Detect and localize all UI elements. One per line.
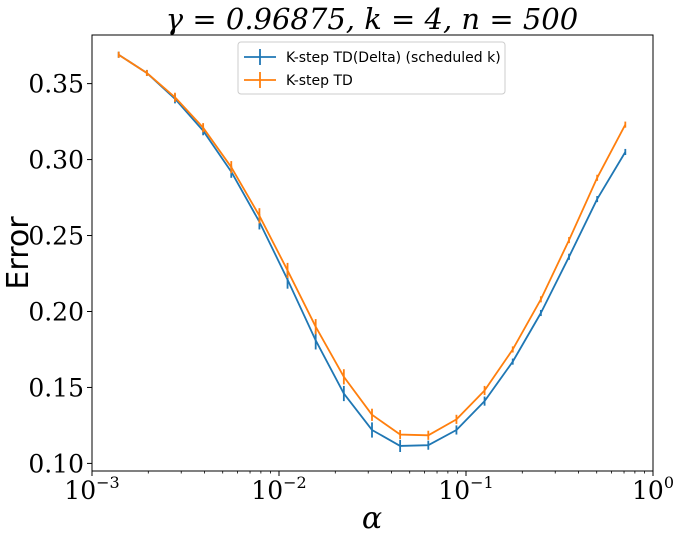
x-axis-label: α: [362, 501, 382, 536]
y-axis: 0.10 0.15 0.20 0.25 0.30 0.35: [28, 70, 92, 478]
y-tick-label: 0.15: [28, 373, 84, 402]
x-tick-label: 10−3: [64, 473, 119, 505]
y-tick-label: 0.35: [28, 70, 84, 99]
legend-entry-series-1: K-step TD(Delta) (scheduled k): [244, 49, 501, 66]
x-axis: 10−3 10−2 10−1 100: [64, 471, 674, 505]
legend-label-series-1: K-step TD(Delta) (scheduled k): [286, 50, 501, 66]
legend-entry-series-2: K-step TD: [244, 72, 353, 89]
series-2: [117, 51, 627, 440]
x-tick-label: 100: [632, 473, 674, 505]
legend-label-series-2: K-step TD: [286, 73, 353, 89]
y-tick-label: 0.10: [28, 449, 84, 478]
plot-area: [117, 51, 627, 453]
y-tick-label: 0.30: [28, 146, 84, 175]
y-tick-label: 0.25: [28, 222, 84, 251]
legend: K-step TD(Delta) (scheduled k) K-step TD: [237, 41, 506, 95]
axes-frame: [91, 34, 654, 472]
legend-box: [237, 41, 506, 95]
x-tick-label: 10−2: [251, 473, 306, 505]
y-axis-label: Error: [1, 216, 36, 290]
y-tick-label: 0.20: [28, 297, 84, 326]
chart-title: γ = 0.96875, k = 4, n = 500: [166, 2, 578, 36]
x-tick-label: 10−1: [438, 473, 493, 505]
